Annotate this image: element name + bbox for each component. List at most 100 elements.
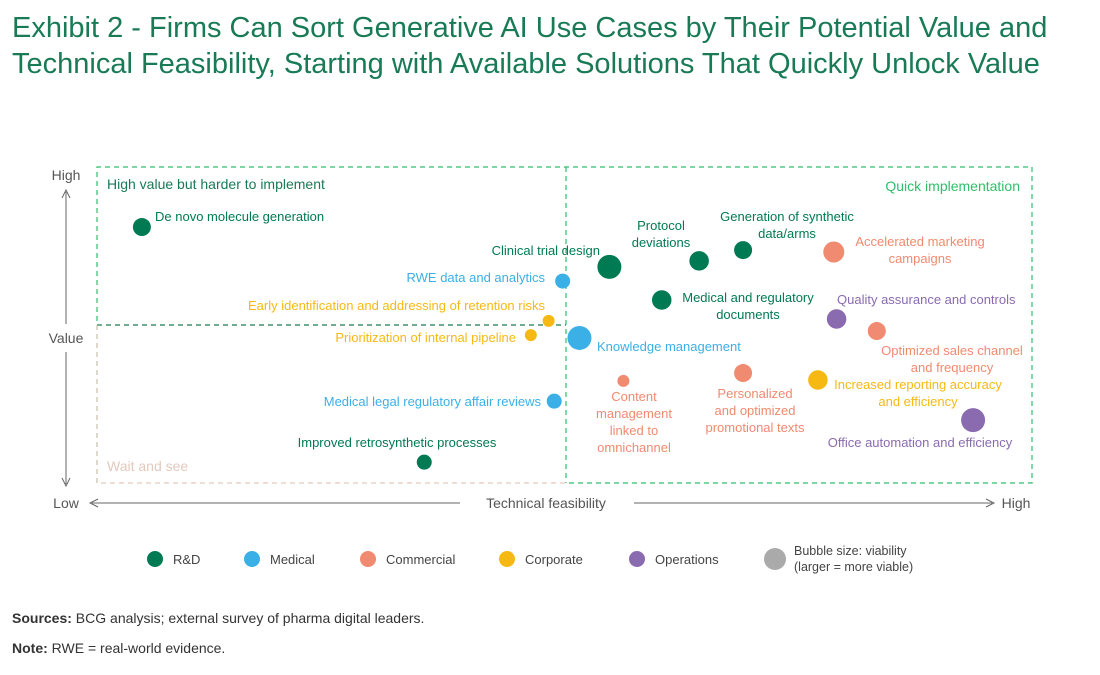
quadrant-label-wait: Wait and see xyxy=(107,458,188,474)
bubble-label: Generation of synthetic data/arms xyxy=(720,209,854,241)
bubble xyxy=(961,408,986,433)
bubble-label-line: Medical and regulatory xyxy=(682,290,814,305)
bubble-label-line: Office automation and efficiency xyxy=(828,435,1013,450)
bubble xyxy=(734,364,753,383)
bubble-label-line: and optimized xyxy=(715,403,796,418)
bubble-label-line: RWE data and analytics xyxy=(407,270,546,285)
x-axis-high-label: High xyxy=(1002,495,1031,511)
legend-size-label: Bubble size: viability xyxy=(794,544,907,558)
bubble xyxy=(542,314,555,327)
bubble-label: Prioritization of internal pipeline xyxy=(335,330,516,345)
axes: High Value Low High Technical feasibility xyxy=(49,167,1031,511)
legend: R&D Medical Commercial Corporate Operations B… xyxy=(147,544,913,574)
bubble-label: Increased reporting accuracy and efficien… xyxy=(834,377,1002,409)
legend-size-label: (larger = more viable) xyxy=(794,560,913,574)
bubble-label-line: Improved retrosynthetic processes xyxy=(298,435,497,450)
bubble-label-line: deviations xyxy=(632,235,691,250)
bubble-label: De novo molecule generation xyxy=(155,209,324,224)
bubble-label-line: and efficiency xyxy=(878,394,958,409)
bubble xyxy=(524,329,537,342)
x-axis-title: Technical feasibility xyxy=(486,495,606,511)
bubble-label-line: management xyxy=(596,406,672,421)
note-text: RWE = real-world evidence. xyxy=(47,640,226,656)
bubble-label: Office automation and efficiency xyxy=(828,435,1013,450)
bubble-label: Medical and regulatory documents xyxy=(682,290,814,322)
legend-swatch xyxy=(360,551,376,567)
bubble-label: Protocol deviations xyxy=(632,218,691,250)
bubble-label-line: and frequency xyxy=(911,360,994,375)
bubble-label: Quality assurance and controls xyxy=(837,292,1016,307)
bubble xyxy=(555,273,571,289)
bubble-label-line: Increased reporting accuracy xyxy=(834,377,1002,392)
x-arrowhead-left-icon xyxy=(88,498,99,508)
bubbles: De novo molecule generation Clinical tria… xyxy=(132,209,1023,470)
legend-swatch xyxy=(244,551,260,567)
bubble xyxy=(416,454,432,470)
bubble-label-line: Personalized xyxy=(717,386,792,401)
bubble xyxy=(826,309,847,329)
bubble xyxy=(546,393,562,409)
y-axis-title: Value xyxy=(49,330,84,346)
bubble-label-line: promotional texts xyxy=(706,420,805,435)
bubble-label: Accelerated marketing campaigns xyxy=(855,234,984,266)
sources-note: Sources: BCG analysis; external survey o… xyxy=(12,610,424,626)
legend-label: Operations xyxy=(655,552,719,567)
bubble-label-line: Optimized sales channel xyxy=(881,343,1023,358)
bubble xyxy=(617,374,630,387)
bubble-label-line: Prioritization of internal pipeline xyxy=(335,330,516,345)
bubble xyxy=(651,290,672,310)
bubble-label: Content management linked to omnichannel xyxy=(596,389,672,455)
bubble xyxy=(132,218,151,237)
bubble xyxy=(689,251,709,271)
bubble-label-line: data/arms xyxy=(758,226,816,241)
bubble-label: Optimized sales channel and frequency xyxy=(881,343,1023,375)
quadrant-label-high-value: High value but harder to implement xyxy=(107,176,325,192)
bubble-label-line: Protocol xyxy=(637,218,685,233)
bubble-label: Early identification and addressing of r… xyxy=(248,298,545,313)
footnote: Note: RWE = real-world evidence. xyxy=(12,640,225,656)
bubble-label: Medical legal regulatory affair reviews xyxy=(324,394,542,409)
bubble xyxy=(823,241,845,263)
bubble xyxy=(567,325,592,350)
legend-label: Medical xyxy=(270,552,315,567)
bubble-label-line: omnichannel xyxy=(597,440,671,455)
chart-title: Exhibit 2 - Firms Can Sort Generative AI… xyxy=(12,12,1048,80)
bubble-label: Clinical trial design xyxy=(492,243,600,258)
bubble-label-line: Generation of synthetic xyxy=(720,209,854,224)
bubble-label-line: Medical legal regulatory affair reviews xyxy=(324,394,542,409)
bubble-label-line: De novo molecule generation xyxy=(155,209,324,224)
sources-label: Sources: xyxy=(12,610,72,626)
quadrant-border xyxy=(96,166,1033,484)
bubble xyxy=(597,254,622,279)
bubble-label-line: Knowledge management xyxy=(597,339,741,354)
legend-swatch xyxy=(629,551,645,567)
note-label: Note: xyxy=(12,640,48,656)
bubble-label-line: Quality assurance and controls xyxy=(837,292,1016,307)
bubble-label: Personalized and optimized promotional tex… xyxy=(706,386,805,435)
legend-label: Corporate xyxy=(525,552,583,567)
wait-quadrant-border xyxy=(96,325,566,484)
x-axis-low-label: Low xyxy=(53,495,80,511)
legend-swatch xyxy=(147,551,163,567)
legend-size-swatch xyxy=(764,548,786,570)
bubble xyxy=(734,241,753,260)
legend-label: Commercial xyxy=(386,552,455,567)
x-arrowhead-right-icon xyxy=(985,498,996,508)
bubble-label-line: campaigns xyxy=(889,251,952,266)
quadrant-label-quick: Quick implementation xyxy=(885,178,1020,194)
bubble-label-line: linked to xyxy=(610,423,658,438)
bubble-label-line: Accelerated marketing xyxy=(855,234,984,249)
bubble xyxy=(867,322,886,341)
chart-frame: High value but harder to implement Quick … xyxy=(96,166,1033,484)
bubble-label: Knowledge management xyxy=(597,339,741,354)
bubble-label: Improved retrosynthetic processes xyxy=(298,435,497,450)
bubble-label-line: Content xyxy=(611,389,657,404)
legend-swatch xyxy=(499,551,515,567)
sources-text: BCG analysis; external survey of pharma … xyxy=(71,610,425,626)
y-axis-high-label: High xyxy=(52,167,81,183)
bubble-label-line: Clinical trial design xyxy=(492,243,600,258)
y-arrowhead-down-icon xyxy=(61,477,71,488)
bubble-label-line: Early identification and addressing of r… xyxy=(248,298,545,313)
bubble-label: RWE data and analytics xyxy=(407,270,546,285)
bubble xyxy=(808,370,828,390)
